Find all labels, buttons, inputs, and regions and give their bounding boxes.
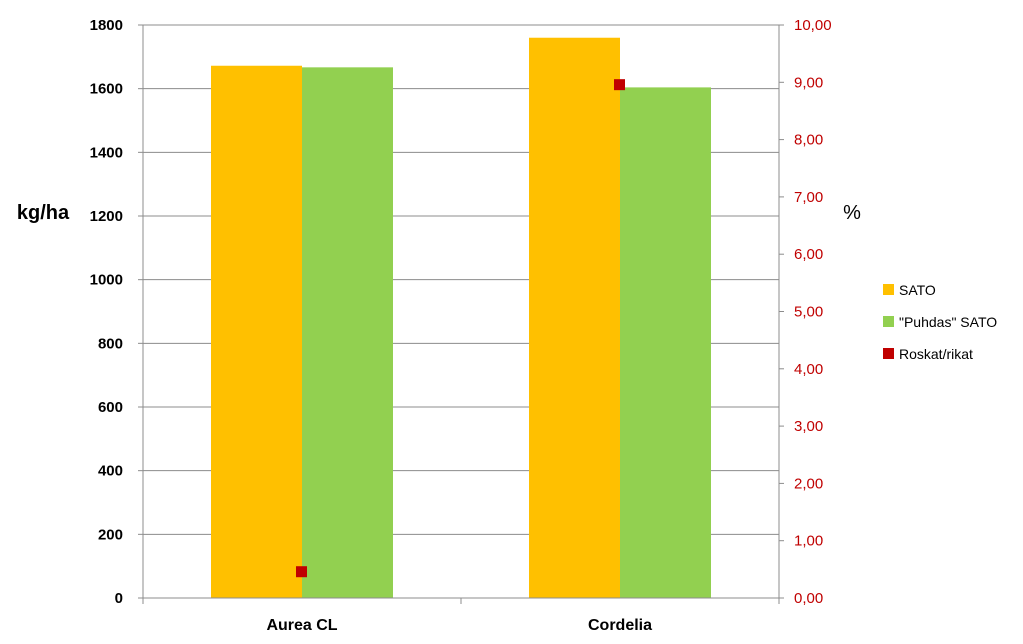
y-tick-label: 800 — [98, 335, 123, 352]
x-tick-label: Cordelia — [588, 617, 652, 634]
legend-swatch — [883, 284, 894, 295]
axes — [138, 24, 784, 604]
legend-label: Roskat/rikat — [899, 346, 973, 362]
y-tick-label: 400 — [98, 463, 123, 480]
y2-tick-label: 4,00 — [794, 361, 823, 378]
legend-label: "Puhdas" SATO — [899, 314, 997, 330]
y2-tick-label: 3,00 — [794, 418, 823, 435]
markers — [296, 79, 625, 578]
y-tick-label: 0 — [115, 590, 123, 607]
y-tick-label: 1200 — [90, 208, 123, 225]
y2-tick-label: 8,00 — [794, 132, 823, 149]
legend-label: SATO — [899, 282, 936, 298]
legend-swatch — [883, 348, 894, 359]
bar-sato-cordelia — [529, 37, 620, 598]
bars — [211, 37, 711, 599]
y2-tick-label: 5,00 — [794, 304, 823, 321]
y-tick-label: 200 — [98, 526, 123, 543]
tick-labels: 0 200 400 600 800 1000 1200 1400 1600 1800 0,00 1,0… — [90, 17, 832, 634]
y2-tick-label: 2,00 — [794, 475, 823, 492]
y2-tick-label: 7,00 — [794, 189, 823, 206]
y-tick-label: 600 — [98, 399, 123, 416]
y2-tick-label: 9,00 — [794, 74, 823, 91]
y-tick-label: 1600 — [90, 81, 123, 98]
legend-swatch — [883, 316, 894, 327]
y-tick-label: 1400 — [90, 144, 123, 161]
bar-puhdas-sato-aurea-cl — [302, 67, 393, 599]
y2-tick-label: 6,00 — [794, 246, 823, 263]
y2-tick-label: 1,00 — [794, 533, 823, 550]
legend: SATO "Puhdas" SATO Roskat/rikat — [883, 282, 997, 362]
marker-roskat-cordelia — [614, 79, 625, 91]
x-tick-label: Aurea CL — [266, 617, 337, 634]
y2-axis-label: % — [843, 202, 861, 224]
y2-tick-label: 0,00 — [794, 590, 823, 607]
marker-roskat-aurea-cl — [296, 566, 307, 578]
y-tick-label: 1000 — [90, 272, 123, 289]
y-axis-label: kg/ha — [17, 202, 70, 224]
bar-sato-aurea-cl — [211, 65, 302, 599]
bar-puhdas-sato-cordelia — [620, 87, 711, 598]
y-tick-label: 1800 — [90, 17, 123, 34]
y2-tick-label: 10,00 — [794, 17, 832, 34]
